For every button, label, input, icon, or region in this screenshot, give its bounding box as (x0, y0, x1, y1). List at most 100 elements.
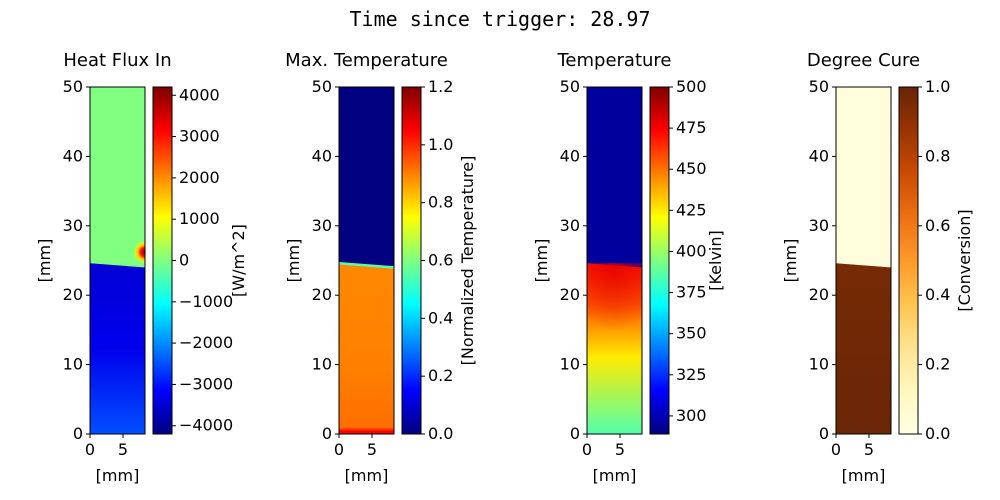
panel-2: 0 10 20 30 40 50 0 5 Max. Temperature [mm] [mm] 0.0… (284, 50, 477, 485)
hot-zone (587, 263, 642, 339)
axes-frame (586, 86, 643, 435)
panel-1: 0 10 20 30 40 50 0 5 Heat Flux In [mm] [mm] −4000 −3… (35, 50, 248, 485)
y-tick-label: 20 (63, 285, 83, 304)
y-axis-label: [mm] (781, 239, 800, 283)
y-tick-label: 50 (809, 77, 829, 96)
x-tick-label: 5 (864, 440, 874, 459)
y-axis-label: [mm] (35, 239, 54, 283)
colorbar-tick-label: 0.6 (428, 251, 453, 270)
y-tick-label: 0 (819, 424, 829, 443)
colorbar-frame (649, 86, 670, 435)
y-tick-label: 10 (312, 355, 332, 374)
colorbar-tick-label: 0.0 (428, 424, 453, 443)
y-tick-label: 10 (809, 355, 829, 374)
y-tick-label: 0 (73, 424, 83, 443)
colorbar-tick-label: 1.2 (428, 77, 453, 96)
y-tick-label: 30 (63, 216, 83, 235)
colorbar-tick-label: 0.8 (925, 146, 950, 165)
colorbar-tick-label: 300 (676, 406, 707, 425)
x-tick-label: 5 (615, 440, 625, 459)
colorbar-tick-label: 0.4 (925, 285, 950, 304)
colorbar-label: [Kelvin] (706, 230, 725, 291)
colorbar-tick-label: −2000 (179, 333, 233, 352)
heatmap-image (339, 87, 394, 434)
colorbar-gradient (402, 87, 421, 434)
panel-title: Degree Cure (807, 50, 920, 71)
y-tick-label: 20 (809, 285, 829, 304)
region-behind-front (339, 263, 394, 434)
region-behind-front (836, 263, 891, 434)
heatmap-image (836, 87, 891, 434)
y-tick-label: 20 (560, 285, 580, 304)
x-axis-label: [mm] (345, 466, 389, 485)
y-tick-label: 40 (63, 146, 83, 165)
region-ahead-of-front (90, 87, 145, 270)
colorbar-tick-label: 0.8 (428, 193, 453, 212)
colorbar-tick-label: 1.0 (428, 135, 453, 154)
y-tick-label: 50 (63, 77, 83, 96)
colorbar-tick-label: 0 (179, 251, 189, 270)
colorbar-gradient (650, 87, 669, 434)
colorbar-tick-label: 475 (676, 118, 707, 137)
colorbar-tick-label: 425 (676, 200, 707, 219)
colorbar-gradient (899, 87, 918, 434)
front-line (339, 262, 394, 269)
colorbar-tick-label: 450 (676, 159, 707, 178)
colorbar-tick-label: −3000 (179, 374, 233, 393)
y-tick-label: 40 (312, 146, 332, 165)
colorbar-frame (898, 86, 919, 435)
colorbar-tick-label: −4000 (179, 416, 233, 435)
x-tick-label: 0 (85, 440, 95, 459)
y-tick-label: 40 (560, 146, 580, 165)
colorbar-tick-label: 1000 (179, 209, 220, 228)
axes-frame (338, 86, 395, 435)
colorbar-tick-label: 3000 (179, 127, 220, 146)
colorbar-label: [Conversion] (955, 209, 974, 311)
heatmap-image (90, 87, 145, 434)
colorbar-tick-label: 350 (676, 324, 707, 343)
y-tick-label: 50 (560, 77, 580, 96)
y-tick-label: 20 (312, 285, 332, 304)
colorbar-tick-label: 400 (676, 241, 707, 260)
y-tick-label: 30 (312, 216, 332, 235)
colorbar-gradient (153, 87, 172, 434)
y-tick-label: 0 (570, 424, 580, 443)
colorbar-label: [W/m^2] (229, 224, 248, 297)
x-tick-label: 0 (582, 440, 592, 459)
region-ahead-of-front (339, 87, 394, 270)
y-tick-label: 10 (560, 355, 580, 374)
y-tick-label: 30 (560, 216, 580, 235)
x-tick-label: 0 (831, 440, 841, 459)
x-tick-label: 5 (118, 440, 128, 459)
colorbar-tick-label: 0.4 (428, 308, 453, 327)
axes-frame (835, 86, 892, 435)
region-ahead-of-front (587, 87, 642, 270)
y-axis-label: [mm] (532, 239, 551, 283)
y-tick-label: 10 (63, 355, 83, 374)
region-ahead-of-front (836, 87, 891, 270)
colorbar-tick-label: 2000 (179, 168, 220, 187)
region-behind-front (90, 263, 145, 434)
colorbar-tick-label: 0.6 (925, 216, 950, 235)
laser-hotspot (132, 240, 145, 265)
x-tick-label: 0 (334, 440, 344, 459)
x-axis-label: [mm] (593, 466, 637, 485)
colorbar-tick-label: 4000 (179, 85, 220, 104)
y-tick-label: 30 (809, 216, 829, 235)
colorbar-label: [Normalized Temperature] (458, 156, 477, 366)
colorbar: 300 325 350 375 400 425 450 475 500 [Kelvin] (649, 77, 725, 435)
colorbar-tick-label: 375 (676, 283, 707, 302)
colorbar-tick-label: −1000 (179, 292, 233, 311)
colorbar-tick-label: 325 (676, 365, 707, 384)
colorbar: 0.0 0.2 0.4 0.6 0.8 1.0 1.2 [Normalized Tempera… (401, 77, 477, 443)
colorbar-tick-label: 500 (676, 77, 707, 96)
y-tick-label: 0 (322, 424, 332, 443)
colorbar-tick-label: 1.0 (925, 77, 950, 96)
x-tick-label: 5 (367, 440, 377, 459)
heatmap-image (587, 87, 642, 434)
colorbar: 0.0 0.2 0.4 0.6 0.8 1.0 [Conversion] (898, 77, 974, 443)
